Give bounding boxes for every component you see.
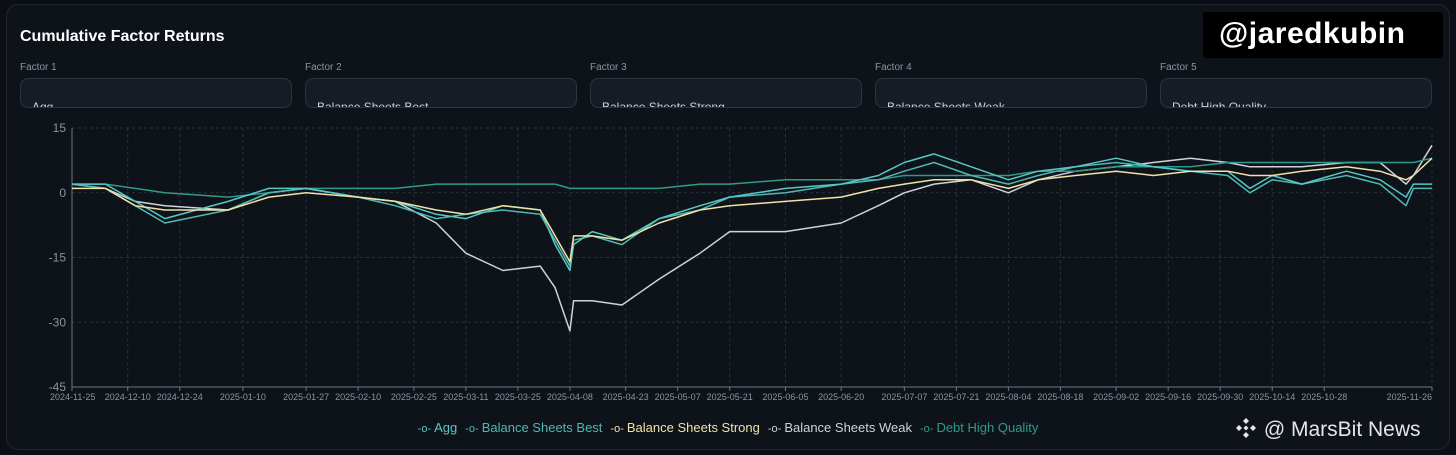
series-line-debt-high-quality[interactable]: [72, 157, 1433, 198]
x-tick-label: 2024-12-10: [105, 392, 151, 402]
factor-5-label: Factor 5: [1160, 62, 1197, 73]
legend-item[interactable]: -o- Agg: [418, 420, 458, 435]
watermark-text: @jaredkubin: [1219, 17, 1406, 50]
legend-marker-icon: -o-: [417, 423, 432, 435]
series-line-balance-sheets-best[interactable]: [71, 161, 1432, 267]
chart-title: Cumulative Factor Returns: [20, 28, 225, 45]
brand-mark: @ MarsBit News: [1234, 416, 1421, 442]
factor-2-label: Factor 2: [305, 62, 342, 73]
legend-label: Balance Sheets Best: [481, 420, 603, 435]
grid: [71, 127, 1433, 388]
factor-4-value: Balance Sheets Weak: [887, 100, 1005, 108]
factor-2-select[interactable]: Factor 2 Balance Sheets Best: [305, 62, 577, 108]
brand-text: @ MarsBit News: [1263, 418, 1421, 441]
legend-marker-icon: -o-: [610, 423, 624, 435]
legend-item[interactable]: -o- Debt High Quality: [920, 420, 1038, 435]
legend-label: Balance Sheets Strong: [626, 420, 760, 435]
factor-3-value: Balance Sheets Strong: [602, 100, 725, 108]
legend-item[interactable]: -o- Balance Sheets Weak: [768, 420, 912, 435]
y-tick-label: -45: [49, 380, 67, 394]
x-tick-label: 2025-09-30: [1197, 392, 1243, 402]
x-tick-label: 2025-06-05: [762, 392, 808, 402]
x-tick-label: 2025-08-04: [985, 392, 1031, 402]
x-tick-label: 2025-09-16: [1145, 392, 1191, 402]
x-tick-label: 2025-09-02: [1093, 392, 1139, 402]
x-tick-label: 2025-07-21: [933, 392, 979, 402]
y-tick-label: 0: [59, 186, 66, 200]
legend-item[interactable]: -o- Balance Sheets Best: [465, 420, 602, 435]
factor-5-dropdown[interactable]: Debt High Quality: [1160, 78, 1432, 108]
factor-5-select[interactable]: Factor 5 Debt High Quality: [1160, 62, 1432, 108]
factor-3-dropdown[interactable]: Balance Sheets Strong: [590, 78, 862, 108]
x-tick-label: 2025-02-10: [335, 392, 381, 402]
legend-marker-icon: -o-: [919, 423, 934, 435]
legend-label: Agg: [434, 420, 458, 435]
x-tick-label: 2025-07-07: [881, 392, 927, 402]
factor-1-dropdown[interactable]: Agg: [20, 78, 292, 108]
x-tick-label: 2025-06-20: [818, 392, 864, 402]
legend-label: Balance Sheets Weak: [784, 420, 912, 435]
series-lines: [71, 144, 1433, 332]
x-tick-label: 2025-08-18: [1037, 392, 1083, 402]
factor-1-label: Factor 1: [20, 62, 57, 73]
x-tick-label: 2025-02-25: [391, 392, 437, 402]
series-line-balance-sheets-weak[interactable]: [71, 144, 1433, 332]
x-tick-label: 2025-04-23: [603, 392, 649, 402]
series-line-balance-sheets-strong[interactable]: [72, 157, 1433, 263]
y-tick-label: -30: [49, 315, 67, 329]
x-tick-label: 2025-01-10: [220, 392, 266, 402]
factor-2-value: Balance Sheets Best: [317, 100, 429, 108]
y-tick-label: 15: [53, 121, 67, 135]
factor-5-value: Debt High Quality: [1172, 100, 1267, 108]
legend-marker-icon: -o-: [767, 423, 782, 435]
x-tick-label: 2025-01-27: [283, 392, 329, 402]
watermark: @jaredkubin: [1203, 12, 1443, 58]
x-tick-label: 2025-10-14: [1249, 392, 1295, 402]
x-tick-label: 2025-05-21: [707, 392, 753, 402]
x-tick-label: 2025-11-26: [1387, 392, 1432, 402]
x-tick-label: 2025-03-25: [495, 392, 541, 402]
factor-3-label: Factor 3: [590, 62, 627, 73]
x-tick-label: 2025-03-11: [443, 392, 488, 402]
x-tick-label: 2024-12-24: [157, 392, 203, 402]
x-tick-label: 2024-11-25: [50, 392, 95, 402]
factor-3-select[interactable]: Factor 3 Balance Sheets Strong: [590, 62, 862, 108]
factor-4-label: Factor 4: [875, 62, 912, 73]
legend-item[interactable]: -o- Balance Sheets Strong: [610, 420, 759, 435]
factor-2-dropdown[interactable]: Balance Sheets Best: [305, 78, 577, 108]
legend-label: Debt High Quality: [936, 420, 1039, 435]
x-tick-label: 2025-04-08: [547, 392, 593, 402]
binance-logo-icon: [1236, 418, 1256, 438]
factor-4-select[interactable]: Factor 4 Balance Sheets Weak: [875, 62, 1147, 108]
factor-4-dropdown[interactable]: Balance Sheets Weak: [875, 78, 1147, 108]
factor-1-value: Agg: [32, 100, 54, 108]
y-tick-label: -15: [49, 251, 67, 265]
x-tick-label: 2025-05-07: [655, 392, 701, 402]
chart-legend: -o- Agg -o- Balance Sheets Best -o- Balance S…: [0, 420, 1456, 435]
x-tick-label: 2025-10-28: [1301, 392, 1347, 402]
factor-1-select[interactable]: Factor 1 Agg: [20, 62, 292, 108]
legend-marker-icon: -o-: [465, 423, 479, 435]
